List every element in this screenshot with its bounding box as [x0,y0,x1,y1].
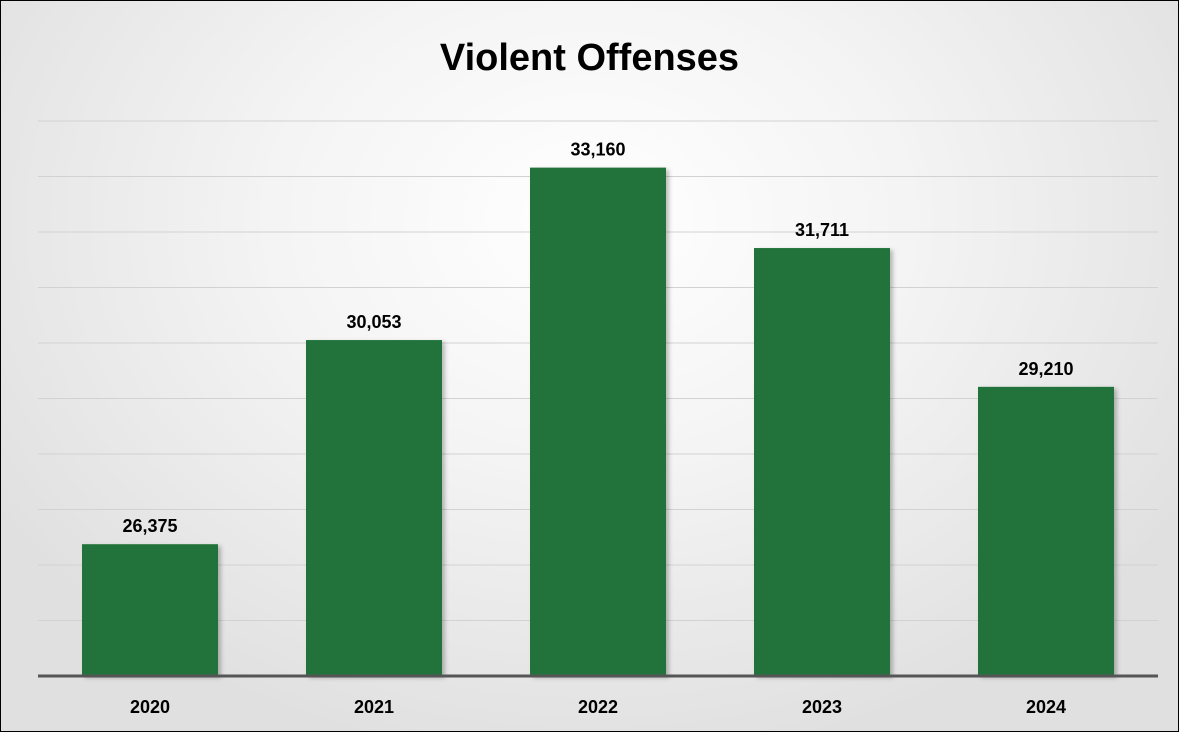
bars [82,167,1114,677]
category-labels: 2020 2021 2022 2023 2024 [130,697,1066,717]
category-label: 2020 [130,697,170,717]
category-label: 2021 [354,697,394,717]
bar-2024 [978,386,1114,676]
value-labels: 26,375 30,053 33,160 31,711 29,210 [122,140,1073,537]
value-label: 31,711 [795,220,849,240]
bar-2023 [754,248,890,677]
value-label: 29,210 [1018,359,1073,379]
value-label: 33,160 [570,140,625,160]
bar-2020 [82,544,218,676]
bar-2022 [530,167,666,676]
category-label: 2024 [1026,697,1066,717]
chart-title: Violent Offenses [439,37,740,79]
value-label: 30,053 [346,312,401,332]
category-label: 2022 [578,697,618,717]
value-label: 26,375 [122,516,177,536]
bar-2021 [306,340,442,676]
category-label: 2023 [802,697,842,717]
